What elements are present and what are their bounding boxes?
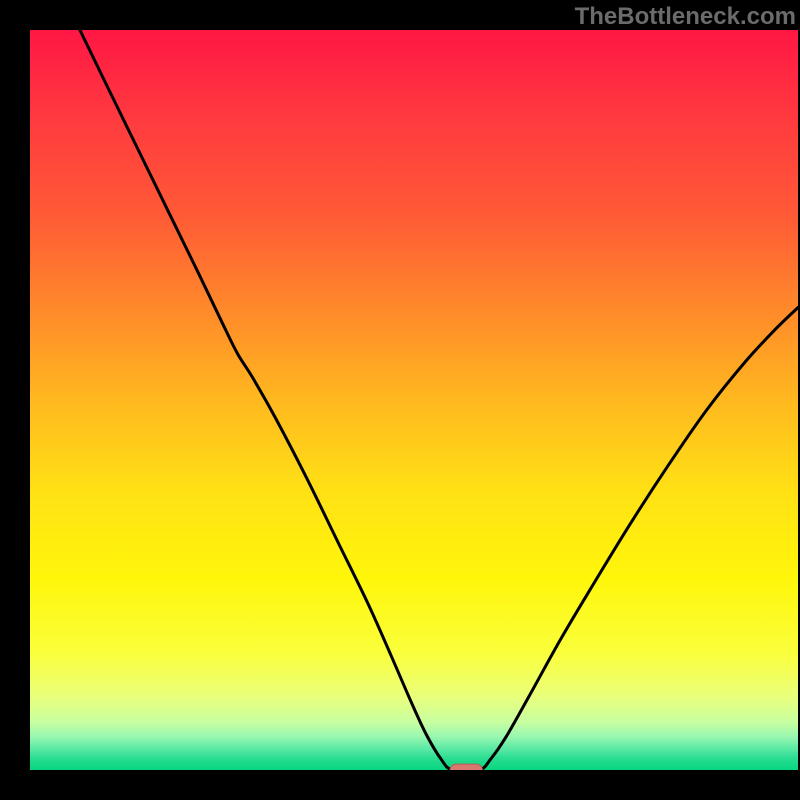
plot-area (30, 30, 798, 770)
gradient-background (30, 30, 798, 770)
watermark-text: TheBottleneck.com (575, 3, 796, 31)
chart-frame: TheBottleneck.com (0, 0, 800, 800)
